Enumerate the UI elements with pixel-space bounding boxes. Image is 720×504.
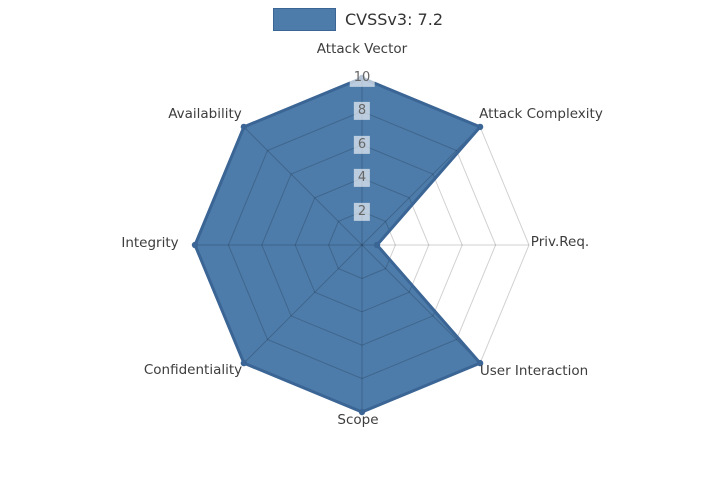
radial-tick-10: 10	[349, 68, 375, 88]
axis-label-attack-complexity: Attack Complexity	[479, 106, 603, 122]
legend-label: CVSSv3: 7.2	[345, 10, 443, 29]
radial-tick-2: 2	[353, 202, 371, 222]
axis-label-confidentiality: Confidentiality	[143, 362, 243, 378]
radial-tick-6: 6	[353, 135, 371, 155]
axis-label-user-interaction: User Interaction	[479, 363, 589, 379]
axis-label-availability: Availability	[168, 106, 242, 122]
legend: CVSSv3: 7.2	[273, 8, 443, 31]
axis-label-attack-vector: Attack Vector	[316, 41, 408, 57]
axis-label-scope: Scope	[337, 412, 379, 428]
legend-swatch	[273, 8, 336, 31]
radial-tick-8: 8	[353, 101, 371, 121]
radial-tick-4: 4	[353, 168, 371, 188]
axis-label-integrity: Integrity	[121, 235, 179, 251]
axis-label-priv-req: Priv.Req.	[530, 234, 590, 250]
